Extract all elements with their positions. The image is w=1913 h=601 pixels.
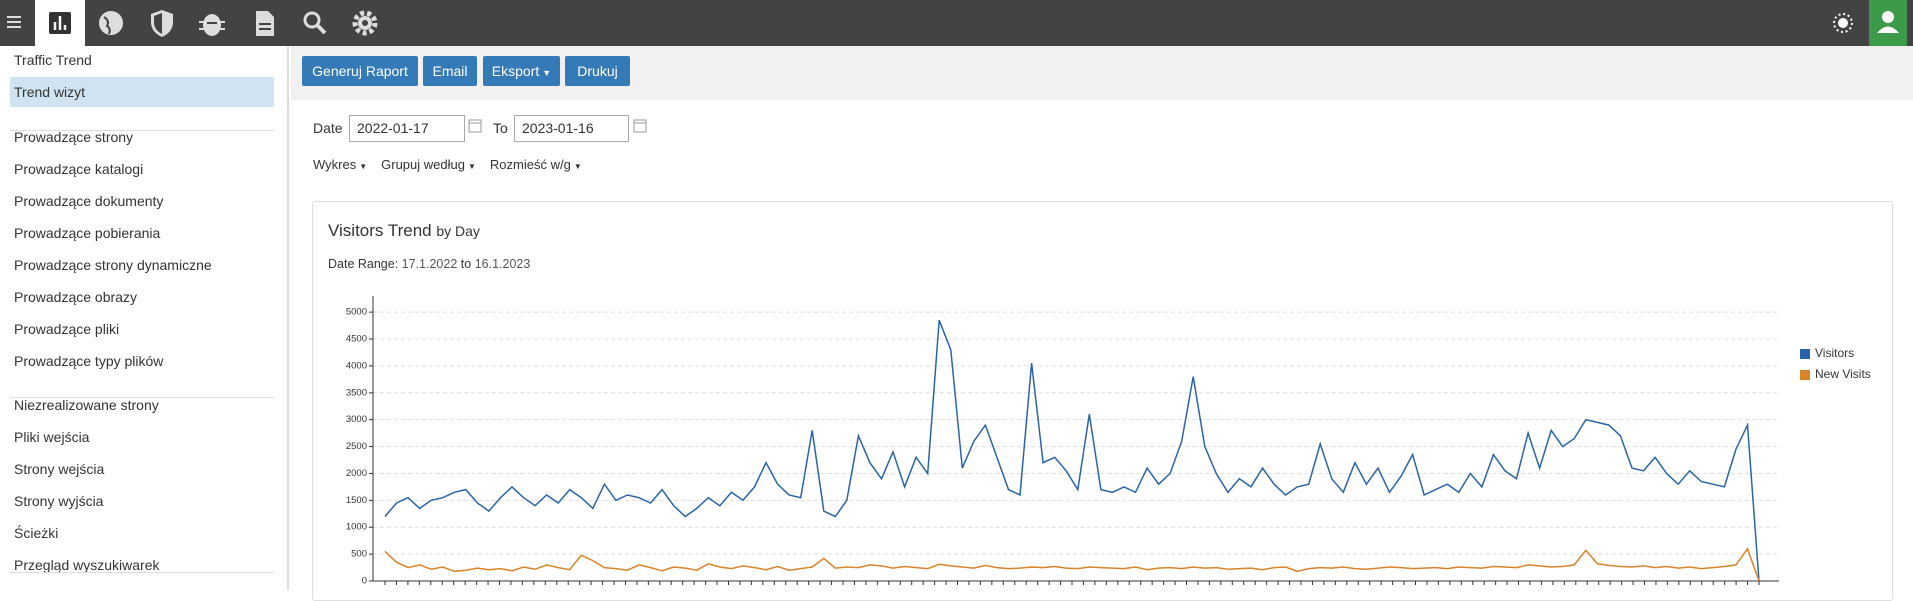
y-tick-label: 3500 <box>346 387 367 398</box>
legend-label: Visitors <box>1815 346 1854 360</box>
document-icon[interactable] <box>239 0 289 46</box>
dropdown-label: Wykres <box>313 157 357 172</box>
chart-title: Visitors Trend by Day <box>328 221 480 240</box>
dropdown-label: Rozmieść w/g <box>489 157 571 172</box>
sidebar-item[interactable]: Ścieżki <box>14 525 59 541</box>
separator <box>10 397 274 398</box>
subtitle-label: Date Range: <box>328 257 398 271</box>
y-tick-label: 500 <box>351 549 367 560</box>
caret: ▼ <box>542 68 552 78</box>
shield-icon[interactable] <box>137 0 187 46</box>
y-tick-label: 0 <box>362 576 367 587</box>
button-label: Drukuj <box>577 63 618 79</box>
dropdown-row: Wykres ▼ Grupuj według ▼ Rozmieść w/g ▼ <box>313 157 582 172</box>
sidebar-item[interactable]: Prowadzące pobierania <box>14 225 161 241</box>
sidebar-item[interactable]: Prowadzące obrazy <box>14 289 137 305</box>
sidebar-item[interactable]: Przegląd wyszukiwarek <box>14 557 160 573</box>
y-tick-label: 1000 <box>346 522 367 533</box>
calendar-icon[interactable] <box>633 117 647 133</box>
sidebar-item[interactable]: Niezrealizowane strony <box>14 397 159 413</box>
caret: ▼ <box>467 162 476 171</box>
series-line <box>384 319 1760 582</box>
chart-title-main: Visitors Trend <box>328 221 432 240</box>
button-label: Eksport <box>491 63 540 79</box>
separator <box>10 130 274 131</box>
toolbar: Generuj Raport Email Eksport ▼ Drukuj <box>291 46 1913 100</box>
sidebar-item[interactable]: Prowadzące dokumenty <box>14 193 164 209</box>
to-label: To <box>493 120 508 136</box>
menu-icon[interactable] <box>0 0 30 46</box>
date-from-input[interactable]: 2022-01-17 <box>349 115 465 142</box>
range-to-word: to <box>461 257 471 271</box>
sidebar-item[interactable]: Prowadzące strony <box>14 129 134 145</box>
series-line <box>384 547 1760 582</box>
toolbar-button[interactable]: Eksport ▼ <box>483 56 560 86</box>
search-icon[interactable] <box>290 0 340 46</box>
top-bar <box>0 0 1913 46</box>
toolbar-button[interactable]: Email <box>423 56 477 86</box>
sidebar-item[interactable]: Traffic Trend <box>14 52 92 68</box>
caret: ▼ <box>359 162 368 171</box>
sidebar-item[interactable]: Pliki wejścia <box>14 429 90 445</box>
y-tick-label: 2000 <box>346 468 367 479</box>
settings-icon[interactable] <box>340 0 390 46</box>
dropdown[interactable]: Grupuj według ▼ <box>381 157 476 172</box>
chart-panel: Visitors Trend by Day Date Range: 17.1.2… <box>312 201 1893 601</box>
range-to: 16.1.2023 <box>475 257 531 271</box>
sidebar-item[interactable]: Prowadzące strony dynamiczne <box>14 257 212 273</box>
calendar-icon[interactable] <box>468 117 482 133</box>
chart-title-suffix: by Day <box>436 223 480 239</box>
globe-icon[interactable] <box>86 0 136 46</box>
sidebar-item[interactable]: Prowadzące katalogi <box>14 161 144 177</box>
button-label: Email <box>432 63 468 79</box>
user-icon[interactable] <box>1869 0 1907 46</box>
sidebar-item[interactable]: Trend wizyt <box>10 77 274 107</box>
date-to-input[interactable]: 2023-01-16 <box>514 115 629 142</box>
toolbar-button[interactable]: Drukuj <box>565 56 630 86</box>
dropdown[interactable]: Wykres ▼ <box>313 157 367 172</box>
dropdown-label: Grupuj według <box>381 157 465 172</box>
separator <box>10 572 274 573</box>
dropdown[interactable]: Rozmieść w/g ▼ <box>490 157 582 172</box>
legend-swatch <box>1800 349 1810 359</box>
theme-icon[interactable] <box>1818 0 1868 46</box>
reports-tab[interactable] <box>35 0 85 46</box>
chart-subtitle: Date Range: 17.1.2022 to 16.1.2023 <box>328 257 530 271</box>
sidebar-item[interactable]: Prowadzące typy plików <box>14 353 164 369</box>
y-tick-label: 3000 <box>346 414 367 425</box>
caret: ▼ <box>573 162 582 171</box>
legend-label: New Visits <box>1815 367 1871 381</box>
bug-icon[interactable] <box>187 0 237 46</box>
date-label: Date <box>313 120 343 136</box>
sidebar-item[interactable]: Strony wejścia <box>14 461 105 477</box>
legend-swatch <box>1800 370 1810 380</box>
y-tick-label: 2500 <box>346 441 367 452</box>
sidebar-item[interactable]: Strony wyjścia <box>14 493 104 509</box>
toolbar-button[interactable]: Generuj Raport <box>302 56 418 86</box>
y-tick-label: 4500 <box>346 334 367 345</box>
sidebar-item[interactable]: Prowadzące pliki <box>14 321 120 337</box>
range-from: 17.1.2022 <box>402 257 458 271</box>
button-label: Generuj Raport <box>312 63 408 79</box>
y-tick-label: 4000 <box>346 360 367 371</box>
chart: Visitors Trend by Day Date Range: 17.1.2… <box>328 221 1871 587</box>
sidebar: Traffic Trend Trend wizyt Prowadzące stron… <box>0 46 289 590</box>
y-tick-label: 5000 <box>346 307 367 318</box>
y-tick-label: 1500 <box>346 495 367 506</box>
